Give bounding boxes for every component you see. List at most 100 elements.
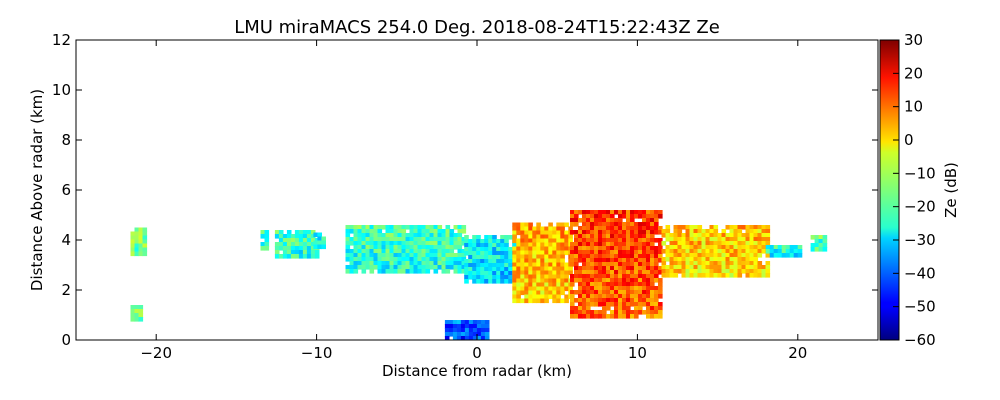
echo-cell [810, 243, 816, 248]
echo-cell [361, 261, 367, 266]
echo-cell [345, 237, 351, 242]
echo-cell [638, 278, 643, 283]
echo-cell [512, 266, 517, 272]
echo-cell [606, 218, 611, 223]
echo-cell [457, 237, 463, 242]
echo-cell [449, 249, 455, 254]
echo-cell [488, 235, 493, 240]
echo-cell [709, 233, 715, 238]
echo-cell [697, 273, 703, 278]
echo-cell [814, 247, 820, 252]
echo-cell [528, 242, 533, 248]
echo-region [512, 222, 573, 304]
echo-cell [381, 225, 387, 230]
echo-cell [586, 274, 591, 279]
echo-cell [578, 210, 583, 215]
echo-cell [757, 265, 763, 270]
echo-cell [677, 269, 683, 274]
echo-cell [602, 266, 607, 271]
echo-cell [317, 236, 322, 242]
echo-cell [814, 235, 820, 240]
echo-cell [618, 242, 623, 247]
echo-cell [661, 269, 667, 274]
echo-cell [357, 261, 363, 266]
echo-cell [669, 269, 675, 274]
echo-cell [437, 229, 443, 234]
echo-cell [496, 279, 501, 284]
echo-cell [713, 273, 719, 278]
echo-cell [548, 262, 553, 268]
echo-cell [701, 241, 707, 246]
echo-cell [733, 265, 739, 270]
echo-cell [638, 214, 643, 219]
echo-cell [468, 251, 473, 256]
echo-cell [453, 233, 459, 238]
echo-cell [654, 306, 659, 311]
echo-cell [677, 261, 683, 266]
echo-cell [417, 233, 423, 238]
echo-cell [282, 242, 288, 247]
echo-cell [397, 265, 403, 270]
echo-cell [540, 294, 545, 300]
echo-cell [586, 238, 591, 243]
echo-cell [697, 253, 703, 258]
echo-cell [480, 255, 485, 260]
echo-cell [377, 241, 383, 246]
echo-cell [709, 225, 715, 230]
echo-cell [574, 270, 579, 275]
echo-cell [544, 274, 549, 280]
echo-cell [642, 246, 647, 251]
echo-cell [520, 298, 525, 304]
echo-cell [590, 278, 595, 283]
echo-cell [745, 253, 751, 258]
echo-cell [574, 266, 579, 271]
echo-cell [142, 239, 148, 245]
echo-cell [574, 274, 579, 279]
echo-cell [564, 250, 569, 256]
echo-cell [618, 270, 623, 275]
echo-cell [602, 278, 607, 283]
echo-cell [425, 245, 431, 250]
echo-cell [582, 262, 587, 267]
echo-cell [689, 241, 695, 246]
echo-cell [594, 262, 599, 267]
echo-cell [500, 235, 505, 240]
echo-cell [425, 269, 431, 274]
echo-cell [733, 233, 739, 238]
echo-cell [586, 226, 591, 231]
echo-cell [142, 247, 148, 253]
echo-cell [500, 267, 505, 272]
echo-cell [570, 218, 575, 223]
echo-cell [544, 250, 549, 256]
echo-cell [701, 245, 707, 250]
echo-cell [548, 246, 553, 252]
echo-cell [701, 229, 707, 234]
echo-cell [777, 249, 783, 254]
echo-cell [508, 251, 513, 256]
echo-cell [464, 259, 469, 264]
echo-cell [590, 266, 595, 271]
echo-cell [397, 269, 403, 274]
echo-cell [634, 222, 639, 227]
echo-cell [290, 254, 296, 259]
echo-cell [472, 239, 477, 244]
echo-cell [685, 265, 691, 270]
echo-cell [749, 269, 755, 274]
echo-cell [492, 279, 497, 284]
echo-cell [654, 302, 659, 307]
echo-cell [345, 249, 351, 254]
echo-cell [321, 240, 326, 246]
echo-cell [658, 278, 663, 283]
echo-cell [484, 332, 490, 337]
echo-cell [552, 270, 557, 276]
echo-cell [737, 257, 743, 262]
echo-cell [761, 225, 767, 230]
echo-cell [582, 314, 587, 319]
echo-cell [749, 257, 755, 262]
echo-cell [717, 253, 723, 258]
echo-cell [709, 229, 715, 234]
echo-cell [642, 218, 647, 223]
echo-cell [590, 230, 595, 235]
echo-cell [516, 250, 521, 256]
echo-cell [134, 309, 140, 314]
